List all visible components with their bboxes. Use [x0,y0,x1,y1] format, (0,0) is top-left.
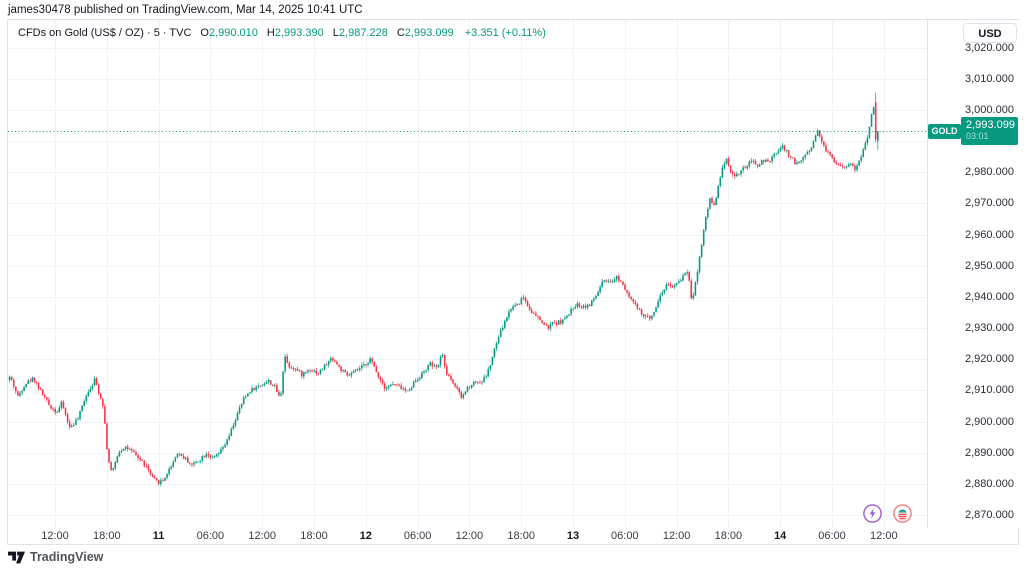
price-tick-label: 3,020.000 [965,41,1014,54]
price-tick-label: 2,970.000 [965,197,1014,210]
ohlc-l: L2,987.228 [332,27,388,39]
time-axis[interactable]: 12:00 18:00 11 06:00 12:00 18:00 12 06:00 12:00 1… [8,528,927,544]
date-tick-label: 11 [152,530,165,542]
lightning-event-icon[interactable] [862,503,882,523]
economic-calendar-event-icon[interactable] [892,503,912,523]
date-tick-label: 14 [774,530,787,542]
time-tick-label: 12:00 [662,530,691,542]
time-tick-label: 18:00 [507,530,535,542]
time-tick-label: 18:00 [300,530,328,542]
price-tick-label: 2,960.000 [965,228,1014,241]
time-tick-label: 12:00 [455,530,484,542]
tradingview-logo-icon[interactable] [8,551,25,564]
price-tick-label: 2,870.000 [965,508,1014,521]
ohlc-o: O2,990.010 [200,27,258,39]
price-tick-label: 2,880.000 [965,477,1014,490]
time-tick-label: 18:00 [93,530,121,542]
footer: TradingView [8,550,103,564]
time-tick-label: 06:00 [196,530,225,542]
price-tick-label: 2,910.000 [965,384,1014,397]
time-tick-label: 06:00 [818,530,846,542]
date-tick-label: 13 [566,530,580,542]
chart-widget: CFDs on Gold (US$ / OZ) · 5 · TVC O2,990… [7,19,1019,545]
time-tick-label: 06:00 [611,530,639,542]
current-price-badge: 2,993.099 03:01 [961,117,1018,146]
time-tick-label: 12:00 [248,530,276,542]
price-tick-label: 2,890.000 [965,446,1014,459]
price-tick-label: 2,930.000 [965,322,1014,335]
price-tick-label: 3,000.000 [965,104,1014,116]
time-tick-label: 12:00 [870,530,898,542]
candlestick-chart-canvas[interactable] [8,20,927,528]
current-price-value: 2,993.099 [966,119,1015,132]
price-tick-label: 2,940.000 [965,290,1014,303]
price-tick-label: 2,980.000 [965,166,1014,179]
price-tick-label: 2,900.000 [965,415,1014,428]
price-tick-label: 2,920.000 [965,353,1014,366]
price-axis[interactable]: USD 3,020.0003,010.0003,000.0002,990.000… [927,20,1019,528]
bar-countdown: 03:01 [966,131,989,142]
chart-legend: CFDs on Gold (US$ / OZ) · 5 · TVC O2,990… [18,27,546,39]
attribution-text: james30478 published on TradingView.com,… [8,4,363,16]
ohlc-c: C2,993.099 [396,27,454,39]
price-tick-label: 2,950.000 [965,259,1014,272]
price-change: +3.351 (+0.11%) [464,27,546,39]
time-tick-label: 12:00 [41,530,69,542]
date-tick-label: 12 [359,530,372,542]
currency-button[interactable]: USD [963,23,1017,43]
symbol-price-tag: GOLD [928,123,961,139]
price-tick-label: 3,010.000 [965,72,1014,85]
tradingview-logo-text[interactable]: TradingView [30,550,104,564]
ohlc-h: H2,993.390 [266,27,324,39]
time-tick-label: 18:00 [714,530,743,542]
ohlc-values: O2,990.010 H2,993.390 L2,987.228 C2,993.099 [200,27,455,39]
symbol-title[interactable]: CFDs on Gold (US$ / OZ) · 5 · TVC [18,27,192,39]
time-tick-label: 06:00 [403,530,432,542]
